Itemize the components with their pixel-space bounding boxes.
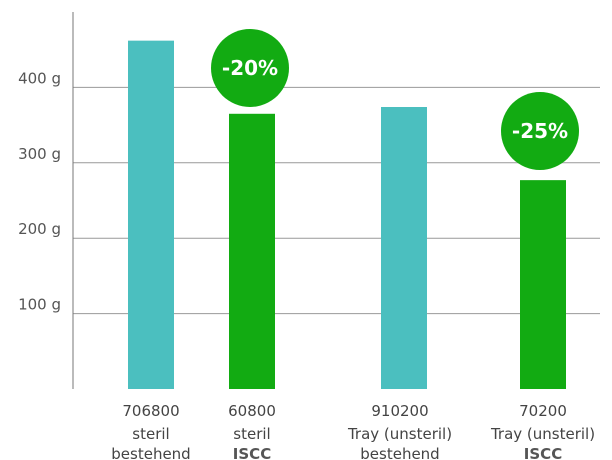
category-label: 706800 bbox=[122, 402, 179, 420]
bar bbox=[229, 113, 275, 389]
category-label: ISCC bbox=[524, 445, 562, 460]
category-label: ISCC bbox=[233, 445, 271, 460]
y-tick-label: 400 g bbox=[18, 69, 61, 87]
category-label: steril bbox=[132, 425, 169, 443]
category-label: 60800 bbox=[228, 402, 276, 420]
percentage-badge bbox=[501, 92, 579, 170]
percentage-badge-label: -20% bbox=[222, 56, 278, 80]
percentage-badge-label: -25% bbox=[512, 119, 568, 143]
bars bbox=[128, 40, 566, 389]
category-labels: 706800 steril bestehend 60800 steril ISCC 9102… bbox=[111, 402, 595, 460]
category-label: 70200 bbox=[519, 402, 567, 420]
y-tick-label: 100 g bbox=[18, 296, 61, 314]
category-label: Tray (unsteril) bbox=[490, 425, 595, 443]
percentage-badges: -20% -25% bbox=[211, 29, 579, 170]
y-tick-label: 200 g bbox=[18, 220, 61, 238]
category-label: Tray (unsteril) bbox=[347, 425, 452, 443]
percentage-badge bbox=[211, 29, 289, 107]
y-tick-label: 300 g bbox=[18, 145, 61, 163]
bar bbox=[381, 107, 427, 389]
y-tick-labels: 100 g 200 g 300 g 400 g bbox=[18, 69, 61, 313]
category-label: bestehend bbox=[111, 445, 190, 460]
category-label: 910200 bbox=[371, 402, 428, 420]
bar bbox=[520, 180, 566, 389]
bar bbox=[128, 40, 174, 389]
category-label: steril bbox=[233, 425, 270, 443]
category-label: bestehend bbox=[360, 445, 439, 460]
